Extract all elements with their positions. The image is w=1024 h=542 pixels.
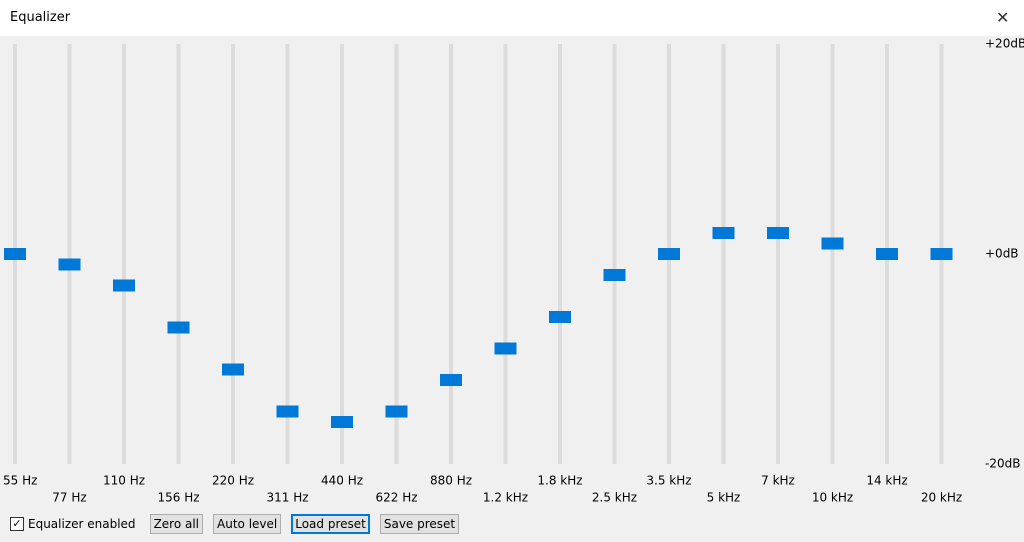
band-label: 5 kHz (707, 491, 741, 505)
scale-label: -20dB (985, 457, 1020, 471)
band-label: 220 Hz (212, 474, 254, 488)
slider-knob (494, 342, 517, 355)
title-bar: Equalizer ✕ (0, 0, 1024, 36)
slider-track (721, 44, 726, 464)
slider-knob (876, 248, 898, 260)
slider-track (122, 44, 126, 464)
slider-knob (276, 405, 299, 418)
checkbox-box[interactable]: ✓ (10, 517, 24, 531)
window-title: Equalizer (10, 10, 71, 25)
control-bar: ✓ Equalizer enabled Zero all Auto level Lo… (10, 513, 469, 535)
slider-knob (58, 258, 81, 271)
slider-knob (440, 374, 462, 386)
slider-track (449, 44, 453, 464)
enable-checkbox[interactable]: ✓ Equalizer enabled (10, 517, 136, 531)
slider-knob (821, 237, 844, 250)
button[interactable]: Zero all (149, 514, 204, 534)
band-label: 2.5 kHz (592, 491, 637, 505)
slider-knob (4, 248, 26, 260)
slider-track (830, 44, 835, 464)
slider-knob (767, 227, 789, 239)
slider-track (394, 44, 399, 464)
slider-knob (930, 248, 953, 260)
slider-track (176, 44, 181, 464)
band-label: 55 Hz (3, 474, 37, 488)
slider-knob (712, 227, 735, 239)
sliders: +20dB +0dB -20dB 55 Hz 77 Hz 110 Hz 156 Hz 220 … (3, 37, 1024, 505)
slider-knob (658, 248, 680, 260)
band-label: 110 Hz (103, 474, 145, 488)
button[interactable]: Load preset (291, 514, 370, 534)
slider-track (558, 44, 562, 464)
band-label: 1.8 kHz (537, 474, 582, 488)
slider-track (285, 44, 290, 464)
slider-knob (385, 405, 408, 418)
slider-track (67, 44, 72, 464)
band-label: 440 Hz (321, 474, 363, 488)
band-label: 10 kHz (812, 491, 853, 505)
checkbox-label: Equalizer enabled (28, 517, 136, 531)
band-label: 880 Hz (430, 474, 472, 488)
slider-track (340, 44, 344, 464)
slider-track (231, 44, 235, 464)
band-label: 1.2 kHz (483, 491, 528, 505)
slider-track (612, 44, 617, 464)
slider-track (503, 44, 508, 464)
slider-knob (222, 363, 244, 376)
slider-knob (549, 311, 571, 323)
slider-knob (167, 321, 190, 334)
band-label: 3.5 kHz (646, 474, 691, 488)
band-label: 20 kHz (921, 491, 962, 505)
slider-knob (331, 416, 353, 428)
band-label: 311 Hz (266, 491, 308, 505)
slider-knob (113, 279, 135, 292)
slider-knob (603, 269, 626, 281)
band-label: 77 Hz (52, 491, 86, 505)
scale-label: +0dB (985, 247, 1019, 261)
scale-label: +20dB (985, 37, 1024, 51)
band-label: 14 kHz (866, 474, 907, 488)
slider-track (776, 44, 780, 464)
button[interactable]: Save preset (379, 514, 460, 534)
band-label: 156 Hz (157, 491, 199, 505)
band-label: 7 kHz (761, 474, 795, 488)
band-label: 622 Hz (375, 491, 417, 505)
close-button[interactable]: ✕ (996, 8, 1010, 27)
button[interactable]: Auto level (213, 514, 282, 534)
